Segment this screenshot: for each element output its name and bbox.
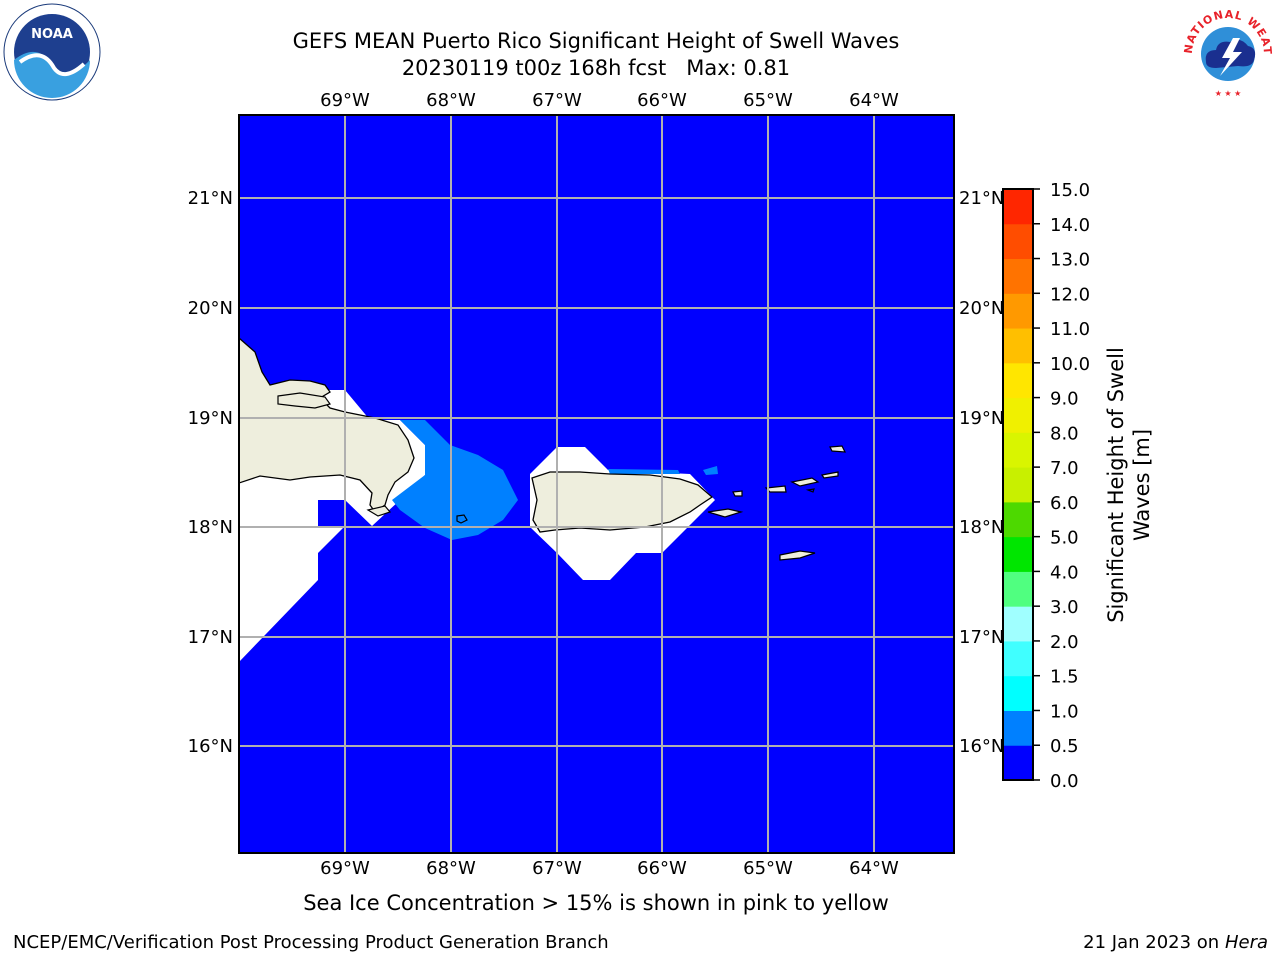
colorbar-tick-label: 14.0	[1050, 215, 1090, 236]
swell-area-mona-passage	[392, 420, 518, 540]
lon-tick-label-bottom: 64°W	[849, 858, 899, 879]
lat-tick-label-right: 17°N	[959, 627, 1004, 648]
land-anegada	[829, 445, 847, 453]
gridlines	[239, 115, 954, 853]
colorbar-tick-label: 3.0	[1050, 597, 1079, 618]
colorbar-segment	[1003, 501, 1033, 538]
colorbar-tick-label: 2.0	[1050, 632, 1079, 653]
land-culebra	[732, 490, 743, 497]
lat-tick-label-right: 20°N	[959, 298, 1004, 319]
chart-subtitle: 20230119 t00z 168h fcst Max: 0.81	[401, 56, 791, 80]
land-tortola	[820, 471, 839, 479]
lon-tick-label-bottom: 66°W	[637, 858, 687, 879]
colorbar-segment	[1003, 710, 1033, 746]
lon-tick-label-top: 64°W	[849, 90, 899, 111]
colorbar-segment	[1003, 397, 1033, 433]
colorbar-tick-label: 9.0	[1050, 389, 1079, 410]
colorbar-tick-label: 0.0	[1050, 771, 1079, 792]
land-hispaniola	[239, 337, 415, 513]
colorbar-label-line1: Significant Height of Swell	[1104, 347, 1128, 623]
lat-tick-label-left: 20°N	[188, 298, 233, 319]
colorbar-tick-label: 0.5	[1050, 736, 1079, 757]
colorbar-tick-label: 10.0	[1050, 354, 1090, 375]
lon-tick-label-top: 68°W	[426, 90, 476, 111]
colorbar-segment	[1003, 189, 1033, 225]
lon-tick-label-bottom: 67°W	[532, 858, 582, 879]
colorbar-segment	[1003, 258, 1033, 294]
colorbar-segment	[1003, 745, 1033, 781]
swell-area-east	[703, 466, 718, 475]
land-st-john	[790, 477, 820, 487]
colorbar-segment	[1003, 293, 1033, 329]
colorbar-tick-label: 13.0	[1050, 250, 1090, 271]
lon-tick-label-bottom: 69°W	[320, 858, 370, 879]
colorbar-segment	[1003, 223, 1033, 260]
lat-tick-label-left: 17°N	[188, 627, 233, 648]
colorbar-tick-label: 8.0	[1050, 423, 1079, 444]
colorbar-tick-label: 7.0	[1050, 458, 1079, 479]
lon-tick-label-bottom: 68°W	[426, 858, 476, 879]
lat-tick-label-right: 18°N	[959, 517, 1004, 538]
colorbar-segment	[1003, 606, 1033, 642]
colorbar-segment	[1003, 571, 1033, 607]
colorbar-tick-label: 11.0	[1050, 319, 1090, 340]
colorbar-tick-label: 6.0	[1050, 493, 1079, 514]
lon-tick-label-top: 65°W	[743, 90, 793, 111]
colorbar-segment	[1003, 675, 1033, 711]
land-tortuga	[277, 392, 331, 409]
footer-date-text: 21 Jan 2023 on	[1083, 932, 1225, 953]
colorbar-segment	[1003, 362, 1033, 399]
lon-tick-label-top: 67°W	[532, 90, 582, 111]
land-vieques	[707, 508, 744, 518]
colorbar-label-line2: Waves [m]	[1130, 429, 1154, 541]
lon-tick-label-bottom: 65°W	[743, 858, 793, 879]
colorbar-tick-label: 15.0	[1050, 180, 1090, 201]
colorbar-tick-label: 1.5	[1050, 667, 1079, 688]
colorbar-tick-label: 1.0	[1050, 701, 1079, 722]
lat-tick-label-left: 16°N	[188, 736, 233, 757]
lat-tick-label-right: 21°N	[959, 188, 1004, 209]
land-small-islet	[805, 488, 815, 493]
lat-tick-label-left: 18°N	[188, 517, 233, 538]
colorbar-segment	[1003, 328, 1033, 364]
colorbar-segment	[1003, 640, 1033, 677]
chart-title: GEFS MEAN Puerto Rico Significant Height…	[292, 29, 900, 53]
colorbar-segment	[1003, 467, 1033, 503]
colorbar-tick-label: 12.0	[1050, 284, 1090, 305]
lat-tick-label-right: 19°N	[959, 408, 1004, 429]
footer-date: 21 Jan 2023 on Hera	[1083, 932, 1268, 953]
lat-tick-label-right: 16°N	[959, 736, 1004, 757]
lat-tick-label-left: 19°N	[188, 408, 233, 429]
lon-tick-label-top: 66°W	[637, 90, 687, 111]
colorbar-frame	[1002, 188, 1034, 781]
land-puerto-rico	[531, 471, 714, 533]
colorbar-tick-label: 4.0	[1050, 562, 1079, 583]
footer-branch: NCEP/EMC/Verification Post Processing Pr…	[13, 932, 609, 953]
colorbar-segment	[1003, 536, 1033, 572]
land-st-croix	[779, 550, 816, 561]
lon-tick-label-top: 69°W	[320, 90, 370, 111]
colorbar	[1002, 188, 1034, 781]
nws-logo: NATIONAL WEATHER SERVICE ★ ★ ★	[1173, 0, 1278, 102]
noaa-logo-text: NOAA	[31, 27, 73, 42]
map-frame	[238, 114, 955, 854]
noaa-logo: NOAA	[2, 2, 102, 102]
land-saona	[366, 505, 392, 517]
lat-tick-label-left: 21°N	[188, 188, 233, 209]
colorbar-tick-label: 5.0	[1050, 528, 1079, 549]
svg-text:★ ★ ★: ★ ★ ★	[1215, 89, 1242, 98]
sea-ice-note: Sea Ice Concentration > 15% is shown in …	[303, 891, 889, 915]
colorbar-segment	[1003, 432, 1033, 468]
land-mona-island	[456, 514, 468, 524]
footer-host: Hera	[1224, 932, 1268, 953]
